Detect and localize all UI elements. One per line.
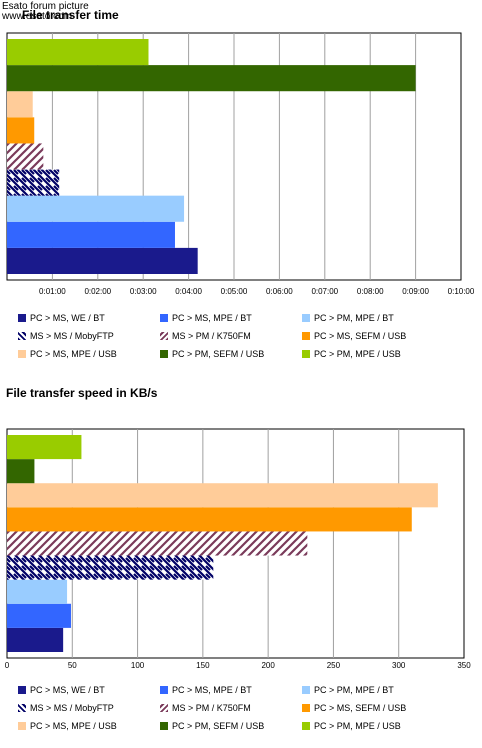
x-tick-label: 200 [261, 661, 275, 670]
legend-label: MS > PM / K750FM [172, 331, 251, 341]
legend-item: MS > MS / MobyFTP [18, 330, 114, 342]
bar [7, 459, 35, 484]
legend-label: PC > PM, MPE / BT [314, 313, 394, 323]
x-tick-label: 150 [196, 661, 210, 670]
legend-swatch [18, 331, 26, 340]
legend-label: PC > MS, WE / BT [30, 685, 105, 695]
x-tick-label: 0:05:00 [221, 287, 248, 296]
legend-label: PC > PM, MPE / USB [314, 721, 401, 731]
legend-swatch [302, 721, 310, 730]
legend-label: PC > PM, MPE / BT [314, 685, 394, 695]
bar [7, 435, 82, 460]
legend-label: PC > MS, SEFM / USB [314, 331, 407, 341]
legend-item: MS > PM / K750FM [160, 702, 251, 714]
x-tick-label: 300 [392, 661, 406, 670]
chart-2-title: File transfer speed in KB/s [6, 386, 158, 400]
legend-label: PC > MS, SEFM / USB [314, 703, 407, 713]
x-tick-label: 0:08:00 [357, 287, 384, 296]
legend-item: PC > MS, WE / BT [18, 312, 105, 324]
x-tick-label: 0:03:00 [130, 287, 157, 296]
legend-swatch [160, 703, 168, 712]
legend-swatch [302, 349, 310, 358]
x-tick-label: 0:01:00 [39, 287, 66, 296]
legend-swatch [160, 331, 168, 340]
bar [7, 483, 438, 508]
bar [7, 39, 149, 66]
legend-item: PC > PM, MPE / USB [302, 720, 401, 732]
legend-item: PC > PM, SEFM / USB [160, 348, 264, 360]
legend-item: PC > PM, SEFM / USB [160, 720, 264, 732]
bar [7, 221, 175, 248]
x-tick-label: 0:09:00 [402, 287, 429, 296]
legend-label: PC > PM, SEFM / USB [172, 721, 265, 731]
x-tick-label: 0:07:00 [311, 287, 338, 296]
watermark-line-1: Esato forum picture [2, 1, 89, 12]
legend-swatch [18, 721, 26, 730]
legend-swatch [302, 703, 310, 712]
legend-item: PC > PM, MPE / BT [302, 684, 394, 696]
legend-swatch [18, 703, 26, 712]
chart-2-svg: 0 50 100 150 200 250 300 350 [5, 428, 471, 670]
x-tick-label: 50 [68, 661, 77, 670]
bar [7, 65, 416, 92]
chart-1-title: File transfer time [22, 8, 119, 22]
legend-label: MS > MS / MobyFTP [30, 331, 114, 341]
x-tick-label: 250 [327, 661, 341, 670]
chart-1-svg: 0:01:00 0:02:00 0:03:00 0:04:00 0:05:00 0:06:… [6, 32, 475, 296]
legend-label: PC > PM, MPE / USB [314, 349, 401, 359]
x-tick-label: 0:06:00 [266, 287, 293, 296]
legend-swatch [302, 313, 310, 322]
x-tick-label: 100 [131, 661, 145, 670]
legend-item: PC > PM, MPE / USB [302, 348, 401, 360]
legend-item: MS > MS / MobyFTP [18, 702, 114, 714]
bar [7, 143, 44, 170]
chart-1-legend: PC > MS, WE / BT PC > MS, MPE / BT PC > PM… [18, 312, 478, 368]
legend-item: MS > PM / K750FM [160, 330, 251, 342]
x-tick-label: 0:10:00 [448, 287, 475, 296]
watermark-line-2: www.esato.com [2, 11, 73, 22]
legend-swatch [18, 313, 26, 322]
bar [7, 603, 71, 628]
x-tick-label: 0:04:00 [175, 287, 202, 296]
bar [7, 579, 68, 604]
legend-item: PC > MS, MPE / USB [18, 720, 117, 732]
bar [7, 531, 308, 556]
bar [7, 247, 198, 274]
legend-item: PC > MS, WE / BT [18, 684, 105, 696]
legend-label: PC > MS, MPE / BT [172, 685, 252, 695]
legend-item: PC > MS, SEFM / USB [302, 330, 406, 342]
bar [7, 169, 60, 196]
legend-item: PC > MS, MPE / BT [160, 684, 252, 696]
legend-item: PC > MS, MPE / BT [160, 312, 252, 324]
legend-swatch [18, 685, 26, 694]
bar [7, 117, 35, 144]
legend-item: PC > MS, SEFM / USB [302, 702, 406, 714]
legend-swatch [160, 313, 168, 322]
x-tick-label: 0:02:00 [84, 287, 111, 296]
legend-label: PC > MS, MPE / USB [30, 721, 117, 731]
legend-label: PC > MS, MPE / BT [172, 313, 252, 323]
bar [7, 627, 64, 652]
x-tick-label: 350 [457, 661, 471, 670]
legend-label: MS > PM / K750FM [172, 703, 251, 713]
legend-swatch [18, 349, 26, 358]
legend-swatch [160, 721, 168, 730]
legend-swatch [160, 685, 168, 694]
chart-2-legend: PC > MS, WE / BT PC > MS, MPE / BT PC > PM… [18, 684, 478, 740]
bar [7, 91, 33, 118]
legend-label: PC > MS, WE / BT [30, 313, 105, 323]
bar [7, 507, 412, 532]
bar [7, 195, 185, 222]
bar [7, 555, 214, 580]
legend-item: PC > PM, MPE / BT [302, 312, 394, 324]
x-tick-label: 0 [5, 661, 10, 670]
legend-label: PC > PM, SEFM / USB [172, 349, 265, 359]
legend-label: PC > MS, MPE / USB [30, 349, 117, 359]
legend-swatch [302, 331, 310, 340]
legend-swatch [160, 349, 168, 358]
legend-item: PC > MS, MPE / USB [18, 348, 117, 360]
legend-label: MS > MS / MobyFTP [30, 703, 114, 713]
legend-swatch [302, 685, 310, 694]
